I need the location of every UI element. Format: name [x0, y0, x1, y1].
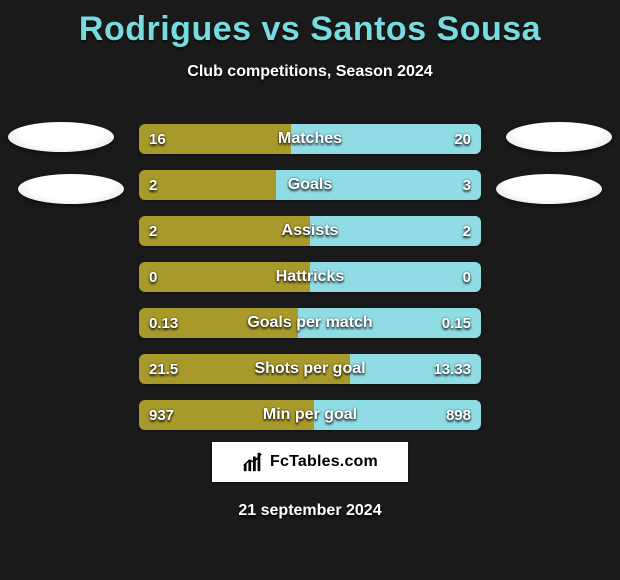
stat-bar-left: [139, 400, 314, 430]
stat-bar-right: [291, 124, 481, 154]
stat-bar-right: [298, 308, 481, 338]
stat-bar-left: [139, 354, 350, 384]
stat-bar-left: [139, 308, 298, 338]
branding-badge: FcTables.com: [212, 442, 408, 482]
branding-text: FcTables.com: [270, 453, 378, 471]
decorative-ellipse: [506, 122, 612, 152]
page-subtitle: Club competitions, Season 2024: [0, 63, 620, 81]
stats-icon: [242, 451, 264, 473]
stat-row: 21.513.33Shots per goal: [139, 354, 481, 384]
decorative-ellipse: [8, 122, 114, 152]
stat-row: 00Hattricks: [139, 262, 481, 292]
stat-row: 0.130.15Goals per match: [139, 308, 481, 338]
footer-date: 21 september 2024: [0, 502, 620, 520]
stat-bar-right: [276, 170, 481, 200]
stat-bar-right: [314, 400, 481, 430]
stat-bar-left: [139, 124, 291, 154]
stat-bar-right: [310, 262, 481, 292]
stat-bar-left: [139, 262, 310, 292]
stat-row: 23Goals: [139, 170, 481, 200]
stat-bar-left: [139, 216, 310, 246]
decorative-ellipse: [496, 174, 602, 204]
stat-bar-right: [350, 354, 481, 384]
stat-bar-right: [310, 216, 481, 246]
stat-row: 22Assists: [139, 216, 481, 246]
stat-bar-left: [139, 170, 276, 200]
stat-row: 1620Matches: [139, 124, 481, 154]
comparison-bars: 1620Matches 23Goals 22Assists 00Hattricks 0.…: [139, 124, 481, 446]
stat-row: 937898Min per goal: [139, 400, 481, 430]
decorative-ellipse: [18, 174, 124, 204]
page-title: Rodrigues vs Santos Sousa: [0, 0, 620, 49]
